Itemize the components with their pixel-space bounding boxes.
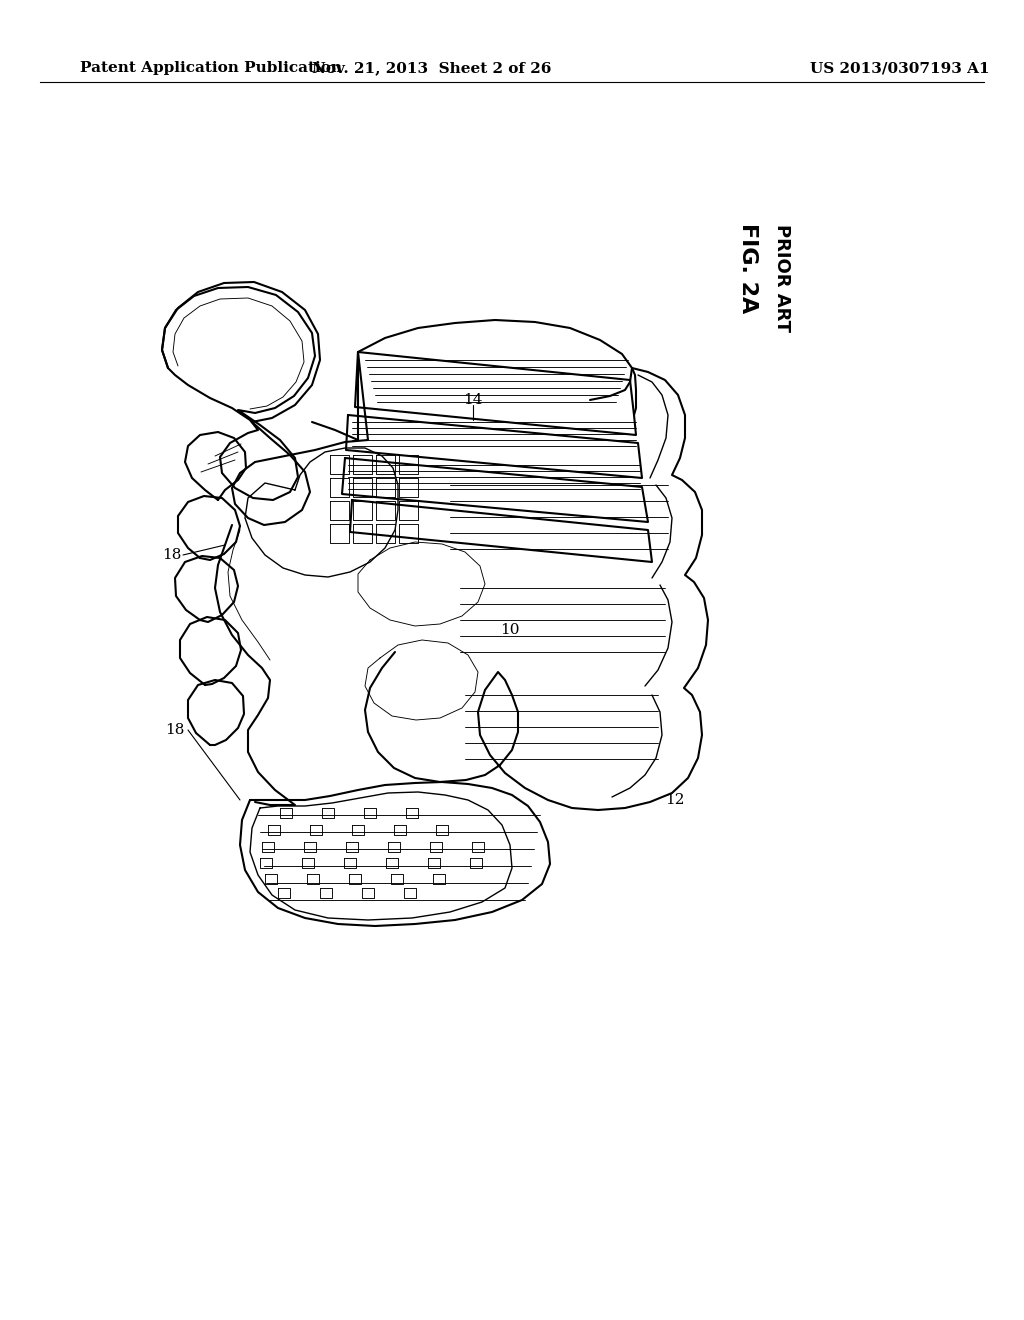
Text: 18: 18 xyxy=(165,723,184,737)
Text: US 2013/0307193 A1: US 2013/0307193 A1 xyxy=(810,61,990,75)
Text: Patent Application Publication: Patent Application Publication xyxy=(80,61,342,75)
Text: 12: 12 xyxy=(666,793,685,807)
Text: FIG. 2A: FIG. 2A xyxy=(738,223,758,313)
Text: Nov. 21, 2013  Sheet 2 of 26: Nov. 21, 2013 Sheet 2 of 26 xyxy=(312,61,552,75)
Text: PRIOR ART: PRIOR ART xyxy=(773,224,791,333)
Text: 14: 14 xyxy=(463,393,482,407)
Text: 10: 10 xyxy=(501,623,520,638)
Text: 18: 18 xyxy=(163,548,181,562)
